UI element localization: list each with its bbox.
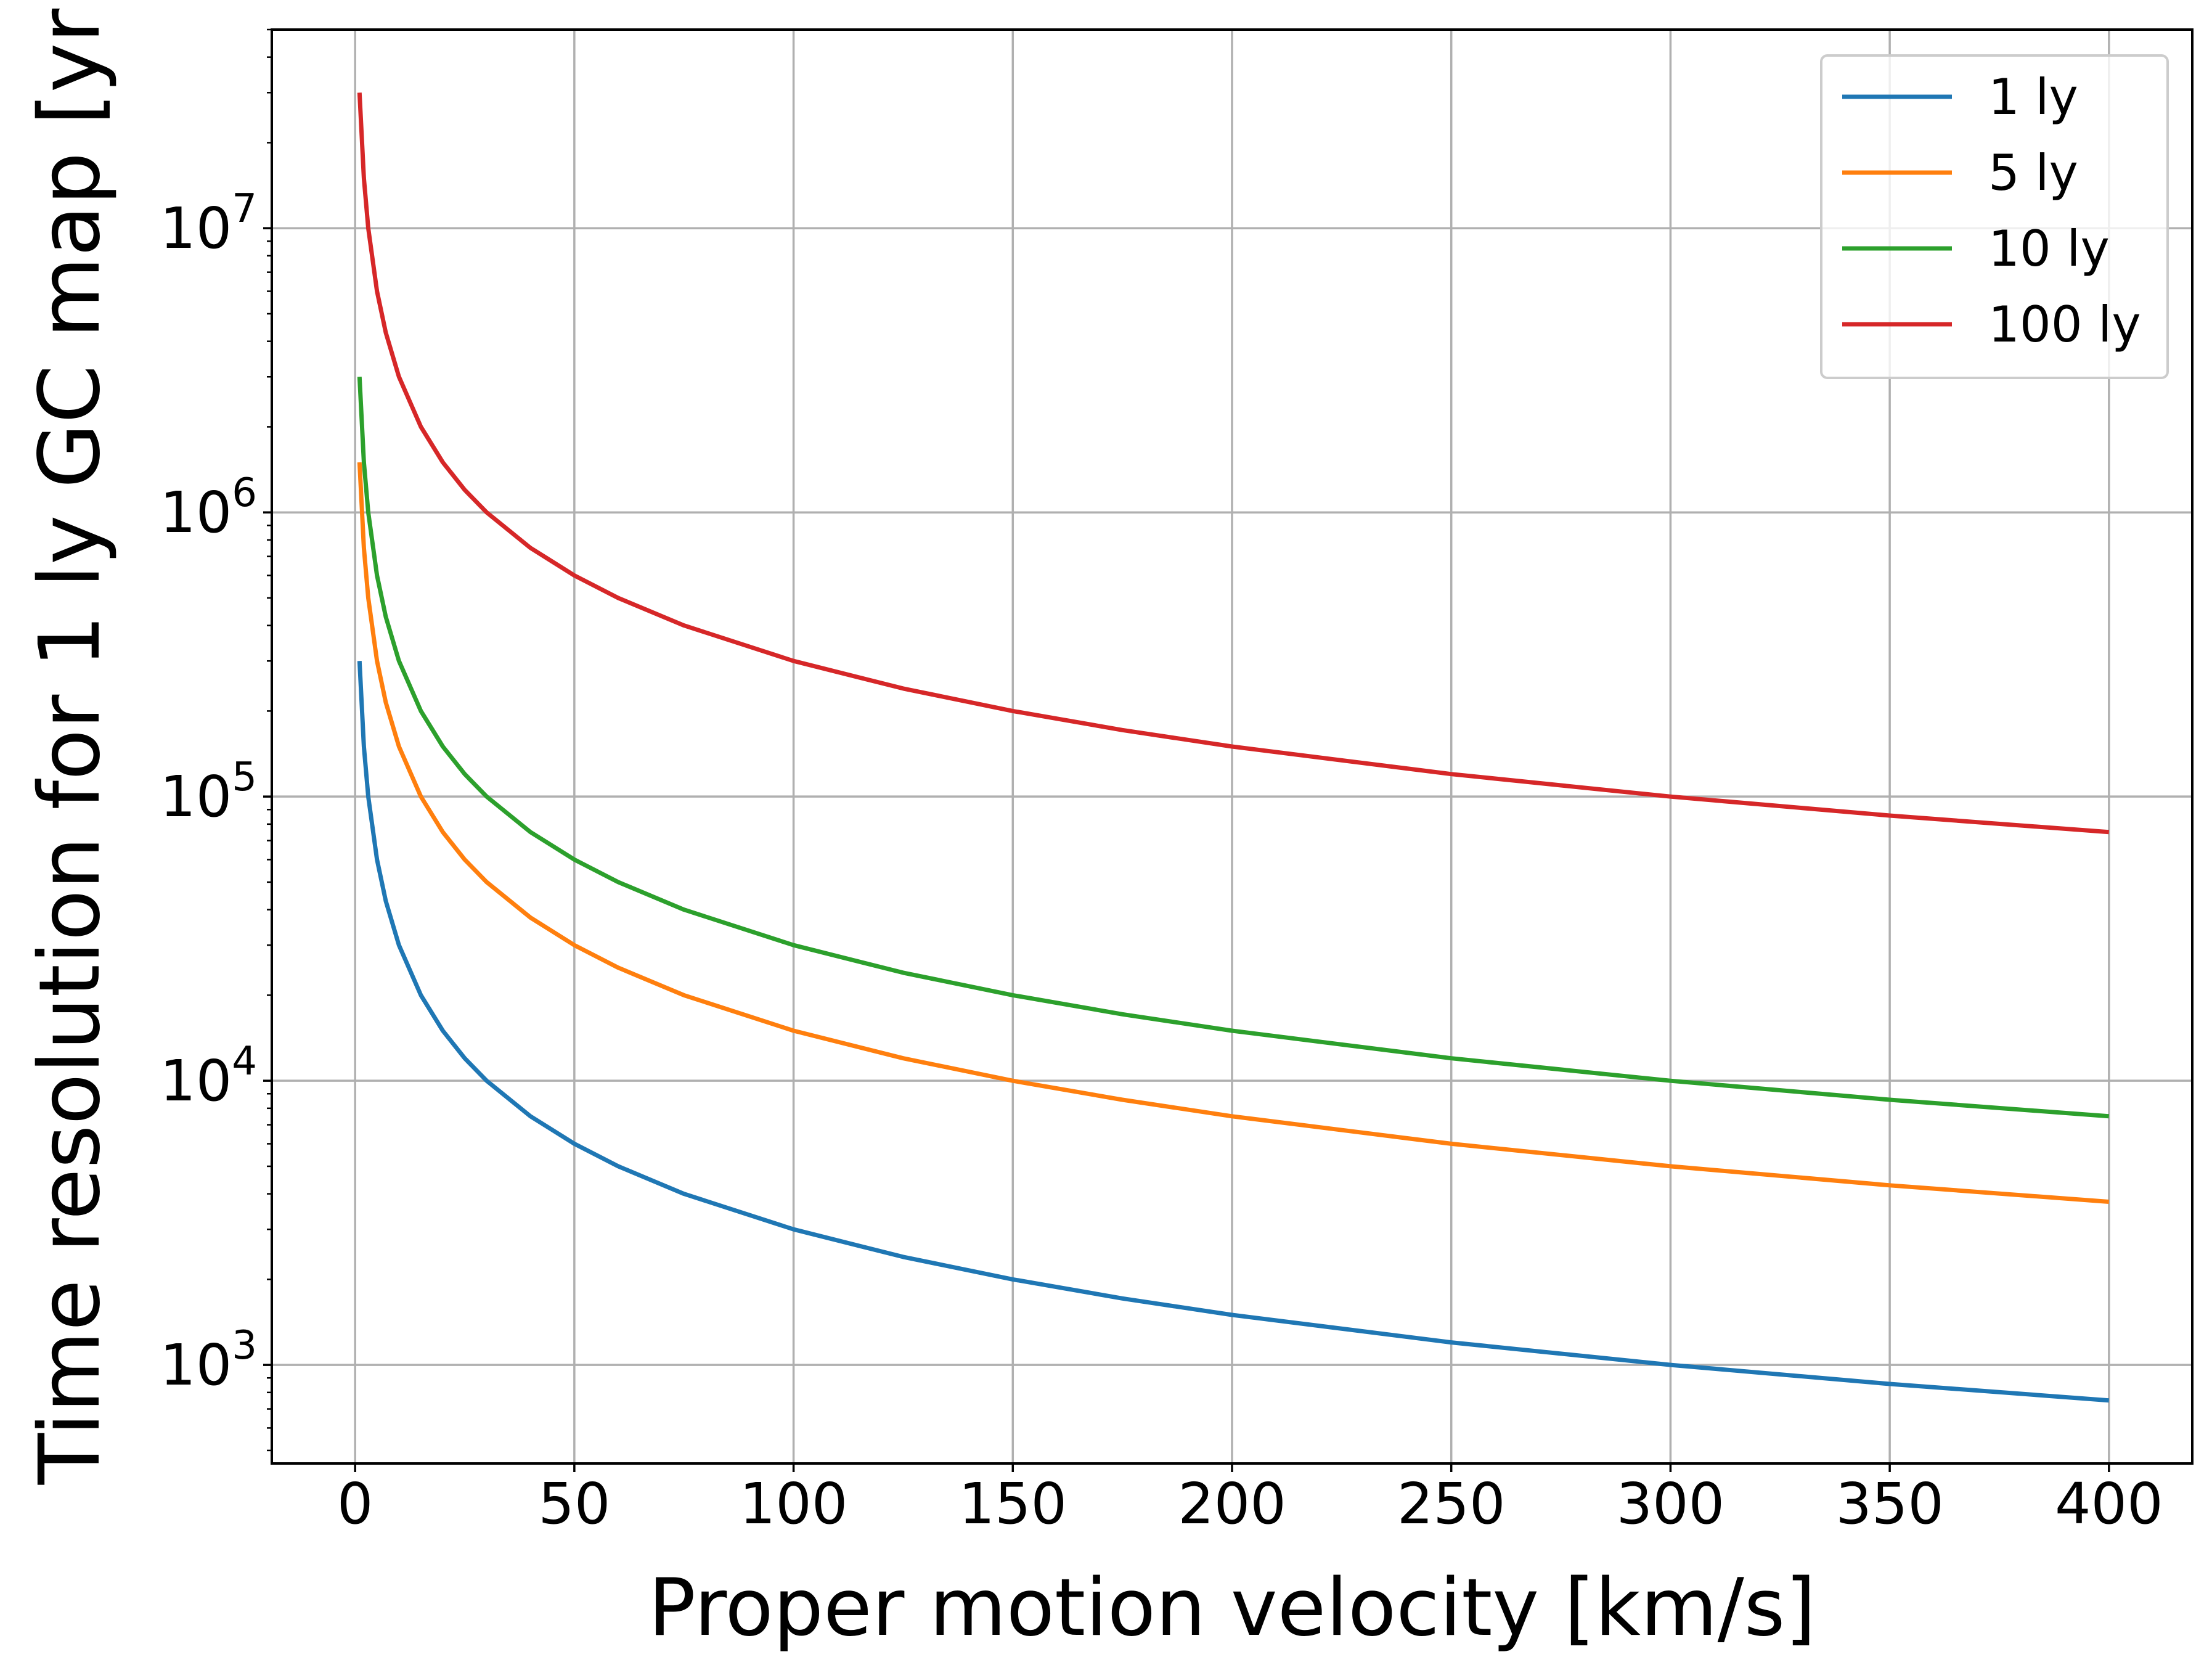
y-tick-label: 106: [160, 470, 257, 546]
x-tick-label: 100: [740, 1471, 848, 1537]
x-tick-label: 0: [337, 1471, 373, 1537]
axis-ticks: 0 50 100 150 200 250 300 350 400 103 104 105 106 107: [160, 28, 2163, 1537]
series-lines: [357, 92, 2110, 1403]
x-tick-label: 200: [1178, 1471, 1286, 1537]
series-line-5-ly: [357, 462, 2110, 1204]
y-tick-label: 105: [160, 755, 257, 830]
series-line-100-ly: [357, 92, 2110, 835]
x-tick-label: 50: [538, 1471, 610, 1537]
y-tick-label: 104: [160, 1039, 257, 1114]
y-tick-label: 103: [160, 1323, 257, 1398]
x-tick-label: 300: [1617, 1471, 1725, 1537]
legend-box: [1820, 54, 2169, 379]
x-tick-label: 150: [958, 1471, 1067, 1537]
legend: 1 ly 5 ly 10 ly 100 ly: [1820, 54, 2169, 379]
legend-label: 10 ly: [1988, 220, 2110, 277]
series-line-10-ly: [357, 377, 2110, 1119]
x-tick-label: 350: [1835, 1471, 1944, 1537]
legend-label: 5 ly: [1988, 144, 2078, 202]
legend-label: 1 ly: [1988, 68, 2078, 126]
y-tick-label: 107: [160, 186, 257, 261]
x-tick-label: 250: [1397, 1471, 1506, 1537]
series-line-1-ly: [357, 661, 2110, 1403]
x-axis-label: Proper motion velocity [km/s]: [648, 1562, 1816, 1654]
y-axis-label: Time resolution for 1 ly GC map [yr: [22, 9, 119, 1485]
legend-label: 100 ly: [1988, 296, 2141, 353]
x-tick-label: 400: [2055, 1471, 2163, 1537]
